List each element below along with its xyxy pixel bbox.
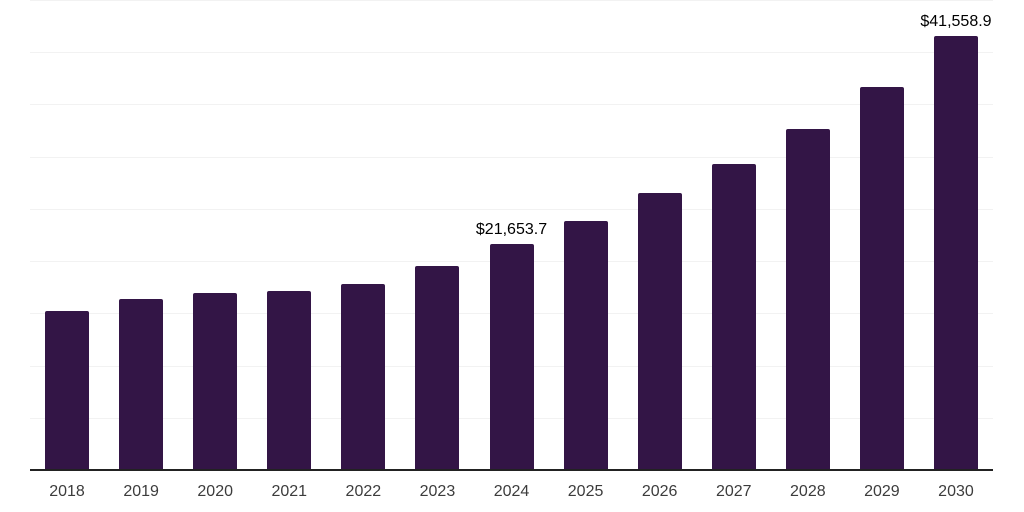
- plot-area: $21,653.7 $41,558.9: [30, 0, 993, 471]
- x-tick-label-2030: 2030: [938, 483, 974, 500]
- bar-cell-2029: [845, 0, 919, 470]
- x-tick-label-2025: 2025: [567, 483, 604, 500]
- bar-2019[interactable]: [119, 298, 164, 470]
- gridline: [30, 104, 993, 106]
- bar-2018[interactable]: [45, 311, 90, 470]
- bar-cell-2022: [326, 0, 400, 470]
- x-tick-label-2026: 2026: [641, 483, 678, 500]
- gridline: [30, 52, 993, 54]
- bar-2026[interactable]: [637, 193, 682, 470]
- bar-cell-2027: [697, 0, 771, 470]
- x-tick-label-2027: 2027: [715, 483, 752, 500]
- x-tick-label-2028: 2028: [790, 483, 826, 500]
- bar-2022[interactable]: [341, 283, 386, 470]
- bar-2020[interactable]: [193, 292, 238, 470]
- bar-cell-2025: [549, 0, 623, 470]
- x-tick-label-2021: 2021: [271, 483, 308, 500]
- bar-2030[interactable]: [933, 35, 978, 470]
- bar-value-label-2024: $21,653.7: [475, 220, 548, 238]
- bar-cell-2021: [252, 0, 326, 470]
- x-tick-label-2022: 2022: [345, 483, 382, 500]
- bar-2024[interactable]: [489, 243, 534, 470]
- x-axis-labels: 2018 2019 2020 2021 2022 2023 2024 2025 2026 2027…: [30, 482, 993, 502]
- bar-2023[interactable]: [415, 265, 460, 470]
- bar-2028[interactable]: [785, 129, 830, 470]
- bar-2025[interactable]: [563, 221, 608, 470]
- bar-cell-2028: [771, 0, 845, 470]
- x-tick-label-2029: 2029: [864, 483, 900, 500]
- bar-cell-2026: [623, 0, 697, 470]
- bar-value-label-2030: $41,558.9: [920, 12, 992, 30]
- x-axis-line: [30, 469, 993, 471]
- x-tick-label-2023: 2023: [419, 483, 456, 500]
- bar-cell-2030: $41,558.9: [919, 0, 993, 470]
- bar-cell-2024: $21,653.7: [474, 0, 548, 470]
- gridline: [30, 208, 993, 210]
- bar-2029[interactable]: [859, 87, 904, 470]
- bar-2027[interactable]: [711, 164, 756, 470]
- gridline: [30, 0, 993, 1]
- x-tick-label-2018: 2018: [49, 483, 85, 500]
- bar-cell-2020: [178, 0, 252, 470]
- bar-cell-2023: [400, 0, 474, 470]
- x-tick-label-2019: 2019: [123, 483, 159, 500]
- bar-2021[interactable]: [267, 291, 312, 470]
- x-tick-label-2020: 2020: [197, 483, 233, 500]
- x-tick-label-2024: 2024: [493, 483, 530, 500]
- gridline: [30, 156, 993, 158]
- bar-cell-2018: [30, 0, 104, 470]
- bars-container: $21,653.7 $41,558.9: [30, 0, 993, 470]
- bar-cell-2019: [104, 0, 178, 470]
